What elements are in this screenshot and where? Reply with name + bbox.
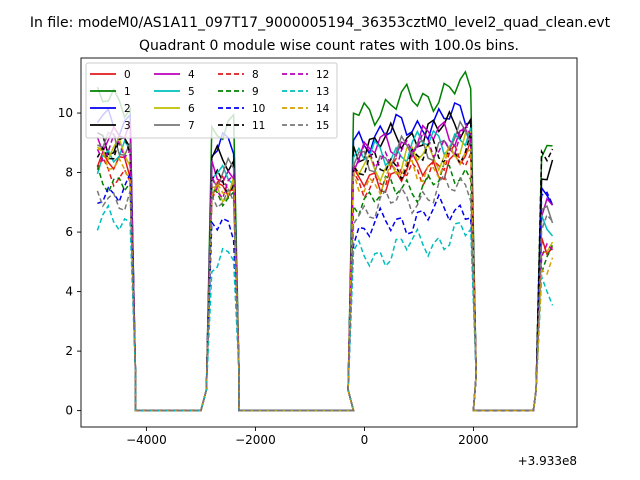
- x-offset-text: +3.933e8: [518, 454, 577, 468]
- y-tick-label: 10: [58, 106, 73, 120]
- x-tick-label: 0: [361, 433, 369, 447]
- legend-label-11: 11: [252, 120, 265, 132]
- legend-label-10: 10: [252, 103, 265, 115]
- series-lines: [96, 70, 554, 412]
- legend-label-2: 2: [124, 103, 131, 115]
- legend-label-8: 8: [252, 69, 259, 81]
- x-tick-label: −4000: [126, 433, 167, 447]
- legend-label-0: 0: [124, 69, 131, 81]
- legend-label-14: 14: [316, 103, 330, 115]
- legend-label-6: 6: [188, 103, 195, 115]
- x-tick-label: −2000: [235, 433, 276, 447]
- y-tick-label: 6: [65, 225, 73, 239]
- legend-label-3: 3: [124, 120, 131, 132]
- legend-box: [85, 62, 338, 139]
- figure-suptitle: In file: modeM0/AS1A11_097T17_9000005194…: [30, 15, 611, 31]
- legend-label-1: 1: [124, 86, 131, 98]
- series-line-15: [96, 172, 554, 412]
- y-tick-label: 0: [65, 404, 73, 418]
- legend-label-12: 12: [316, 69, 329, 81]
- plot-frame: [80, 57, 578, 428]
- legend-label-7: 7: [188, 120, 195, 132]
- y-axis: 0 2 4 6 8 10: [58, 106, 81, 418]
- y-tick-label: 2: [65, 344, 73, 358]
- y-tick-label: 4: [65, 285, 73, 299]
- x-axis: −4000 −2000 0 2000: [126, 427, 489, 447]
- legend-label-15: 15: [316, 120, 329, 132]
- series-line-9: [96, 162, 554, 412]
- chart-title: Quadrant 0 module wise count rates with …: [139, 38, 519, 54]
- legend-label-13: 13: [316, 86, 329, 98]
- y-tick-label: 8: [65, 166, 73, 180]
- x-tick-label: 2000: [458, 433, 489, 447]
- series-line-13: [96, 204, 554, 412]
- legend-label-4: 4: [188, 69, 195, 81]
- legend-label-9: 9: [252, 86, 259, 98]
- legend-label-5: 5: [188, 86, 195, 98]
